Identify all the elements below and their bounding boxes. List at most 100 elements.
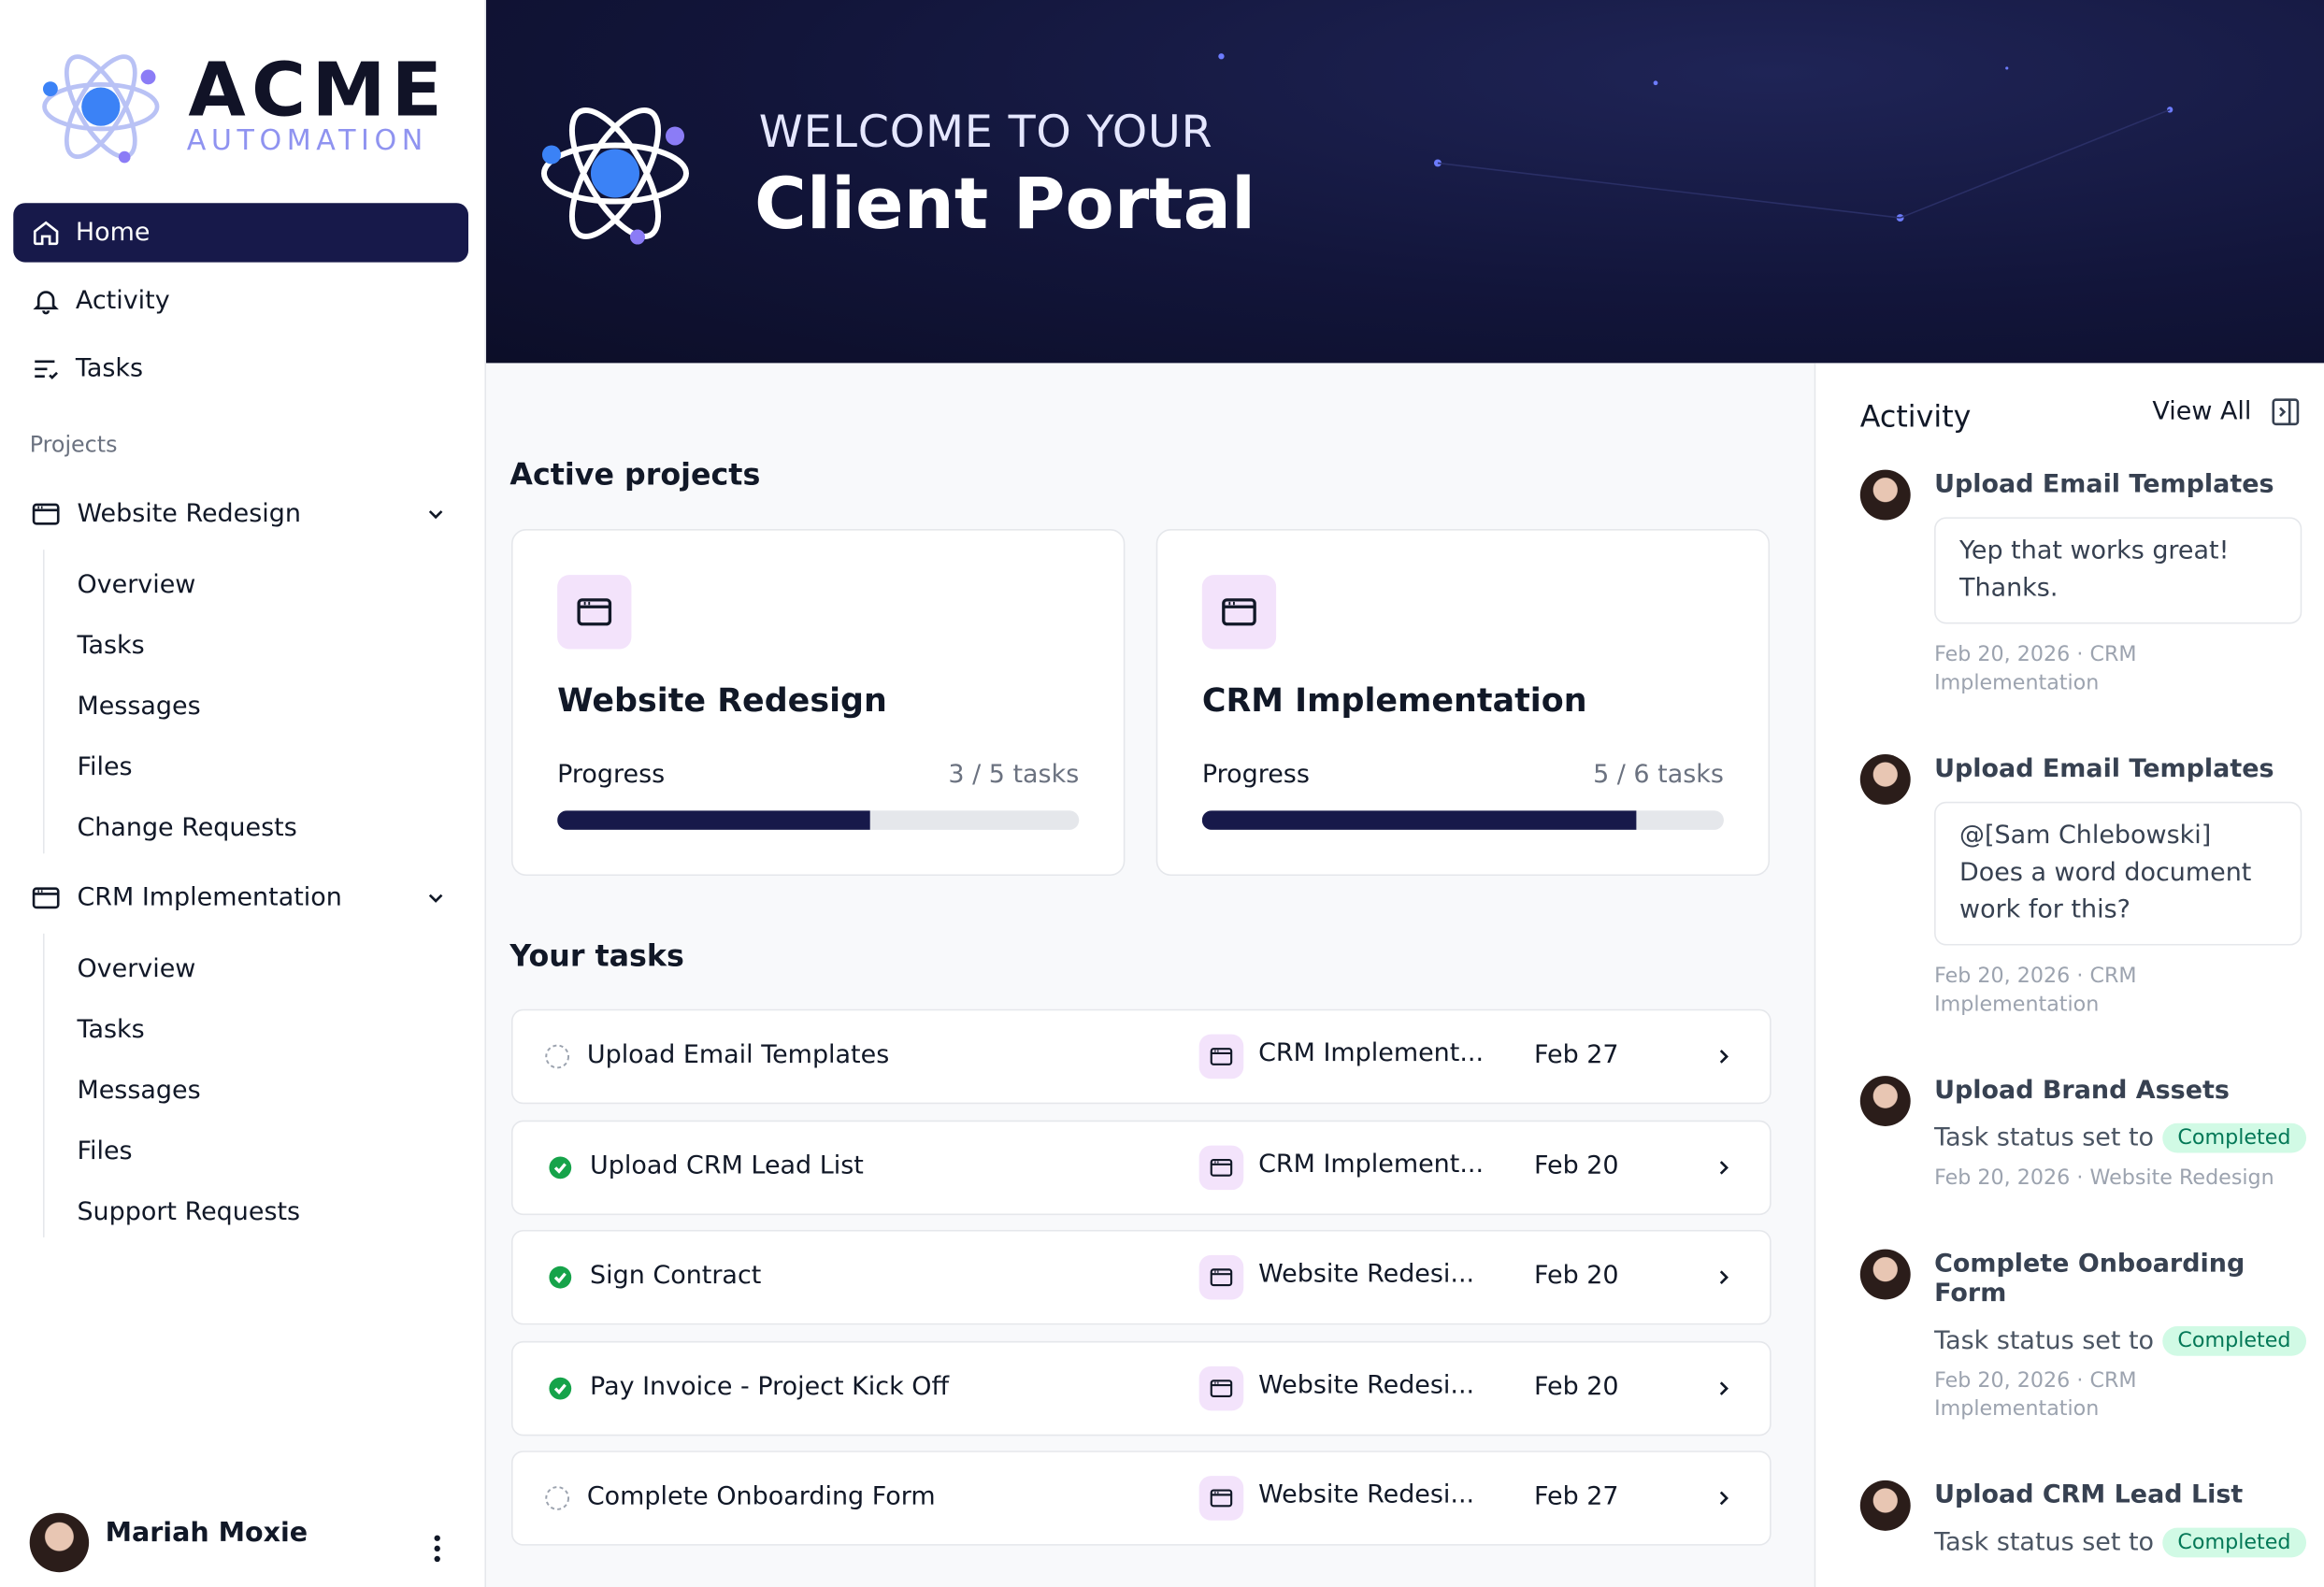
icon-part: [140, 69, 156, 85]
user-menu[interactable]: [433, 1534, 442, 1569]
icon-part: [2005, 66, 2009, 70]
task-row[interactable]: Upload CRM Lead List CRM Implement... Feb …: [510, 1119, 1772, 1215]
project-card[interactable]: CRM Implementation Progress 5 / 6 tasks: [1155, 529, 1771, 877]
project-subitem[interactable]: Messages: [77, 692, 201, 722]
view-all[interactable]: View All: [2152, 395, 2302, 428]
view-all-label: View All: [2152, 396, 2252, 427]
activity-panel: Activity View All Upload Email Templates Ye…: [1814, 363, 2324, 1587]
icon-part: [1719, 1380, 1729, 1395]
project-subitem[interactable]: Files: [77, 752, 133, 783]
task-project: Website Redesi...: [1258, 1480, 1475, 1510]
status-badge: Completed: [2162, 1326, 2306, 1356]
project-title: Website Redesign: [557, 682, 887, 721]
activity-status: Task status set to Completed: [1934, 1326, 2306, 1356]
project-header[interactable]: Website Redesign: [30, 484, 460, 543]
sidebar: ACME AUTOMATION Home Activity Tasks Project…: [0, 0, 487, 1587]
nav-item[interactable]: Activity: [13, 271, 468, 330]
project-subitem[interactable]: Overview: [77, 954, 196, 984]
project-header[interactable]: CRM Implementation: [30, 868, 460, 927]
icon-part: [545, 1044, 570, 1069]
activity-item: Upload CRM Lead List Task status set to Co…: [1859, 1480, 2306, 1569]
icon-part: [579, 601, 610, 608]
icon-part: [1719, 1050, 1729, 1064]
nav-label: Activity: [75, 286, 170, 316]
icon-part: [428, 894, 443, 903]
task-name: Sign Contract: [590, 1261, 762, 1291]
icon-part: [1210, 1489, 1233, 1508]
icon-part: [33, 291, 59, 315]
icon-part: [33, 221, 59, 246]
activity-list: Upload Email Templates Yep that works gre…: [1859, 469, 2306, 1587]
icon-part: [434, 1535, 440, 1541]
nav-label: Home: [75, 218, 151, 248]
task-row[interactable]: Upload Email Templates CRM Implement... Fe…: [510, 1008, 1772, 1105]
task-project-icon: [1198, 1144, 1244, 1190]
task-status-icon: [545, 1373, 575, 1408]
nav-item[interactable]: Home: [13, 203, 469, 263]
icon-part: [577, 598, 612, 626]
project-subitem[interactable]: Tasks: [77, 1015, 145, 1045]
project-name: Website Redesign: [77, 499, 301, 530]
activity-comment: @[Sam Chlebowski] Does a word document w…: [1934, 801, 2302, 946]
chevron-right: [1712, 1265, 1735, 1295]
icon-part: [32, 887, 60, 909]
project-card[interactable]: Website Redesign Progress 3 / 5 tasks: [510, 529, 1126, 877]
icon-part: [545, 1486, 570, 1510]
icon-part: [590, 149, 639, 198]
project-subitem[interactable]: Overview: [77, 570, 196, 601]
icon-part: [1719, 1160, 1729, 1174]
hero-kicker: WELCOME TO YOUR: [758, 107, 1213, 159]
chevron-right: [1712, 1376, 1735, 1406]
tree-line: [42, 933, 45, 1237]
activity-item: Upload Email Templates @[Sam Chlebowski] …: [1859, 754, 2302, 1020]
icon-part: [1211, 1160, 1232, 1165]
icon-part: [1210, 1048, 1233, 1065]
icon-part: [553, 1272, 567, 1284]
icon-part: [666, 126, 685, 146]
task-row[interactable]: Complete Onboarding Form Website Redesi..…: [510, 1451, 1772, 1546]
icon-part: [42, 81, 160, 132]
task-due: Feb 20: [1533, 1371, 1619, 1402]
icon-part: [2272, 398, 2300, 426]
icon-part: [568, 107, 662, 240]
icon-part: [1211, 1050, 1232, 1054]
progress-count: 3 / 5 tasks: [948, 760, 1080, 791]
icon-part: [1211, 1270, 1232, 1276]
task-name: Pay Invoice - Project Kick Off: [590, 1371, 950, 1402]
icon-part: [42, 310, 50, 315]
task-project-icon: [1198, 1365, 1244, 1410]
user-avatar: [29, 1512, 90, 1573]
icon-part: [1719, 1160, 1729, 1174]
progress-track: [1201, 810, 1724, 830]
icon-part: [541, 145, 561, 164]
icon-part: [629, 229, 645, 245]
activity-avatar: [1859, 469, 1911, 521]
activity-meta: Feb 20, 2026 · CRM Implementation: [1934, 1369, 2137, 1422]
task-row[interactable]: Sign Contract Website Redesi... Feb 20: [510, 1229, 1772, 1325]
hero-logo: [540, 107, 690, 245]
progress-track: [557, 810, 1080, 830]
icon-part: [42, 81, 58, 97]
task-due: Feb 27: [1533, 1481, 1619, 1512]
section-label: Projects: [29, 431, 118, 458]
project-subitem[interactable]: Tasks: [77, 631, 145, 662]
activity-meta: Feb 20, 2026 · CRM Implementation: [1934, 643, 2137, 695]
task-row[interactable]: Pay Invoice - Project Kick Off Website Re…: [510, 1340, 1772, 1436]
icon-part: [434, 1555, 440, 1563]
project-subitem[interactable]: Change Requests: [77, 813, 297, 844]
icon-part: [1210, 1379, 1233, 1397]
project-subitem[interactable]: Support Requests: [77, 1197, 301, 1227]
activity-item: Complete Onboarding Form Task status set …: [1859, 1249, 2306, 1424]
panel-toggle-icon: [2269, 395, 2302, 428]
project-title: CRM Implementation: [1201, 682, 1587, 721]
project-subitem[interactable]: Files: [77, 1137, 133, 1166]
icon-part: [1210, 1158, 1233, 1176]
icon-part: [1218, 53, 2173, 222]
task-project: CRM Implement...: [1258, 1149, 1485, 1180]
icon-part: [32, 503, 60, 525]
icon-part: [568, 107, 662, 240]
icon-part: [1210, 1379, 1233, 1397]
nav-item[interactable]: Tasks: [13, 339, 468, 398]
project-subitem[interactable]: Messages: [77, 1076, 201, 1106]
progress-label: Progress: [1201, 760, 1310, 791]
